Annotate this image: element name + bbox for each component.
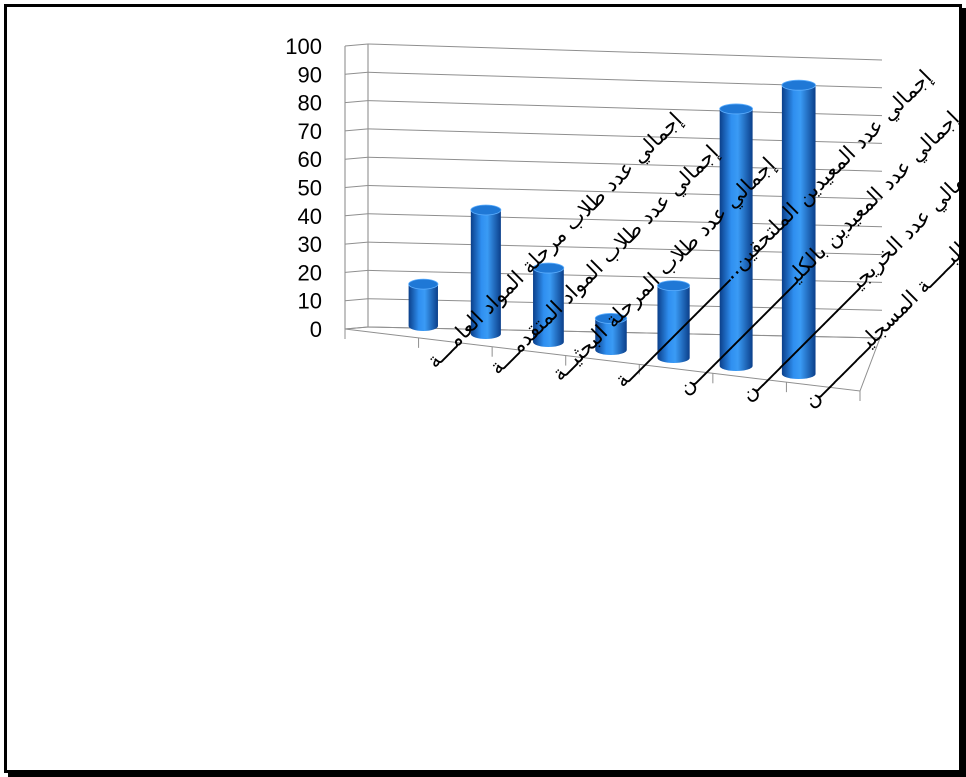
gridline-side <box>344 43 369 47</box>
bar-body <box>781 85 816 379</box>
y-tick-label: 50 <box>298 176 322 201</box>
gridline-side <box>344 269 369 273</box>
y-tick-label: 20 <box>298 260 322 285</box>
y-tick-label: 70 <box>298 119 322 144</box>
bar-top <box>657 280 691 292</box>
y-tick-label: 90 <box>298 62 322 87</box>
bar-top <box>719 103 754 115</box>
gridline-side <box>344 298 369 302</box>
bar <box>781 79 816 379</box>
gridline-side <box>344 100 369 104</box>
gridline-side <box>344 185 369 188</box>
bar-top <box>594 313 628 324</box>
bar-top <box>408 278 439 290</box>
y-tick-label: 100 <box>285 34 322 59</box>
chart-floor <box>344 326 881 401</box>
bar-body <box>408 284 438 332</box>
bar <box>719 103 754 371</box>
gridline <box>367 43 883 61</box>
y-tick-label: 40 <box>298 204 322 229</box>
y-tick-label: 80 <box>298 91 322 116</box>
x-axis-labels: إجمالي عدد طلاب مرحلة المواد العامـــةإج… <box>422 65 966 412</box>
bar-body <box>719 108 753 371</box>
bar <box>532 262 565 347</box>
gridline-side <box>344 241 369 245</box>
gridline-side <box>344 156 369 160</box>
bar-body <box>657 285 690 363</box>
y-axis-ticks: 0 10 20 30 40 50 60 70 80 90 100 <box>285 34 322 342</box>
bar <box>594 313 628 355</box>
bar-body <box>470 209 501 339</box>
gridline-side <box>344 128 369 132</box>
gridline-side <box>344 71 369 75</box>
x-category-label: إجمالي عدد المعيدين الملتحقين..ـــــــــ… <box>610 65 938 393</box>
bar-body <box>595 318 627 355</box>
bar-top <box>532 262 565 274</box>
y-tick-label: 0 <box>310 317 322 342</box>
y-tick-label: 10 <box>298 289 322 314</box>
bar-body <box>533 268 564 347</box>
bar <box>470 204 502 339</box>
y-tick-label: 30 <box>298 232 322 257</box>
bar-top <box>470 204 502 216</box>
floor-plane <box>344 326 881 392</box>
y-tick-label: 60 <box>298 147 322 172</box>
bar <box>657 280 691 363</box>
bar-top <box>781 79 816 91</box>
bar <box>408 278 439 332</box>
gridline-side <box>344 213 369 217</box>
bars <box>408 79 816 379</box>
